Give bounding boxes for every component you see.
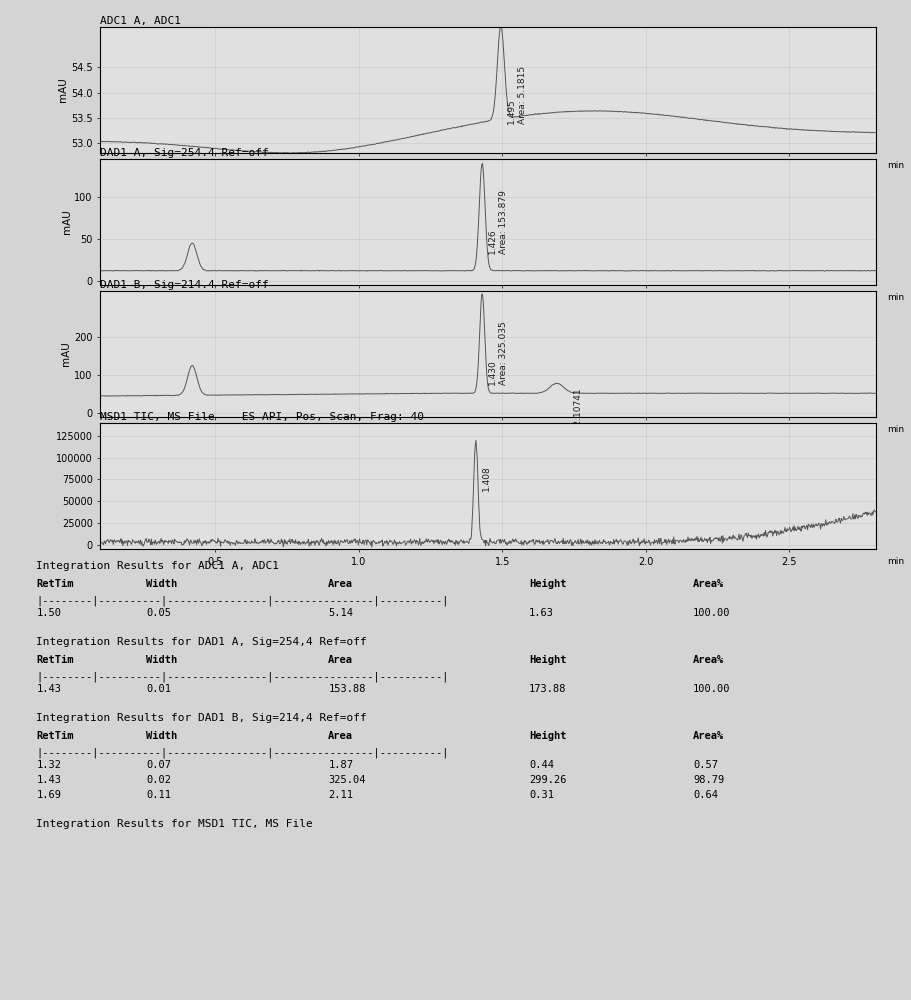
Text: Width: Width	[146, 655, 177, 665]
Text: Height: Height	[528, 731, 566, 741]
Text: Width: Width	[146, 731, 177, 741]
Text: Integration Results for DAD1 A, Sig=254,4 Ref=off: Integration Results for DAD1 A, Sig=254,…	[36, 637, 367, 647]
Text: 98.79: 98.79	[692, 775, 723, 785]
Text: 0.31: 0.31	[528, 790, 553, 800]
Text: Area%: Area%	[692, 731, 723, 741]
Y-axis label: mAU: mAU	[61, 342, 71, 366]
Text: Area: Area	[328, 731, 353, 741]
Text: |--------|----------|----------------|----------------|----------|: |--------|----------|----------------|--…	[36, 671, 448, 682]
Text: DAD1 B, Sig=214.4 Ref=off: DAD1 B, Sig=214.4 Ref=off	[100, 280, 269, 290]
Text: 173.88: 173.88	[528, 684, 566, 694]
Text: |--------|----------|----------------|----------------|----------|: |--------|----------|----------------|--…	[36, 595, 448, 606]
Text: 0.07: 0.07	[146, 760, 170, 770]
Text: Area%: Area%	[692, 579, 723, 589]
Text: min: min	[886, 161, 903, 170]
Text: 1.408: 1.408	[481, 465, 490, 491]
Text: Area%: Area%	[692, 655, 723, 665]
Text: 299.26: 299.26	[528, 775, 566, 785]
Text: Height: Height	[528, 655, 566, 665]
Text: Integration Results for MSD1 TIC, MS File: Integration Results for MSD1 TIC, MS Fil…	[36, 819, 312, 829]
Text: 1.694
Area: 2.10741: 1.694 Area: 2.10741	[562, 389, 582, 452]
Text: 0.57: 0.57	[692, 760, 717, 770]
Text: ADC1 A, ADC1: ADC1 A, ADC1	[100, 16, 181, 26]
Text: 1.32: 1.32	[36, 760, 61, 770]
Text: 0.11: 0.11	[146, 790, 170, 800]
Text: Integration Results for ADC1 A, ADC1: Integration Results for ADC1 A, ADC1	[36, 561, 279, 571]
Text: 1.495
Area: 5.1815: 1.495 Area: 5.1815	[506, 65, 527, 124]
Text: 1.69: 1.69	[36, 790, 61, 800]
Y-axis label: mAU: mAU	[61, 210, 71, 234]
Text: DAD1 A, Sig=254.4 Ref=off: DAD1 A, Sig=254.4 Ref=off	[100, 148, 269, 158]
Text: 1.426
Area: 153.879: 1.426 Area: 153.879	[487, 190, 507, 254]
Text: 1.87: 1.87	[328, 760, 353, 770]
Text: 153.88: 153.88	[328, 684, 365, 694]
Text: Area: Area	[328, 655, 353, 665]
Text: 0.02: 0.02	[146, 775, 170, 785]
Text: 0.01: 0.01	[146, 684, 170, 694]
Text: Height: Height	[528, 579, 566, 589]
Text: 0.64: 0.64	[692, 790, 717, 800]
Text: 1.50: 1.50	[36, 608, 61, 618]
Text: 0.44: 0.44	[528, 760, 553, 770]
Text: 100.00: 100.00	[692, 608, 730, 618]
Text: 325.04: 325.04	[328, 775, 365, 785]
Text: 1.43: 1.43	[36, 775, 61, 785]
Text: min: min	[886, 425, 903, 434]
Text: RetTim: RetTim	[36, 655, 74, 665]
Text: RetTim: RetTim	[36, 579, 74, 589]
Text: 1.430
Area: 325.035: 1.430 Area: 325.035	[487, 321, 507, 385]
Text: |--------|----------|----------------|----------------|----------|: |--------|----------|----------------|--…	[36, 747, 448, 758]
Text: min: min	[886, 293, 903, 302]
Text: Area: Area	[328, 579, 353, 589]
Text: 100.00: 100.00	[692, 684, 730, 694]
Text: 1.63: 1.63	[528, 608, 553, 618]
Text: Integration Results for DAD1 B, Sig=214,4 Ref=off: Integration Results for DAD1 B, Sig=214,…	[36, 713, 367, 723]
Text: RetTim: RetTim	[36, 731, 74, 741]
Text: 1.43: 1.43	[36, 684, 61, 694]
Text: 0.05: 0.05	[146, 608, 170, 618]
Text: 5.14: 5.14	[328, 608, 353, 618]
Text: MSD1 TIC, MS File    ES-API, Pos, Scan, Frag: 40: MSD1 TIC, MS File ES-API, Pos, Scan, Fra…	[100, 412, 424, 422]
Y-axis label: mAU: mAU	[58, 78, 68, 102]
Text: Width: Width	[146, 579, 177, 589]
Text: min: min	[886, 557, 903, 566]
Text: 2.11: 2.11	[328, 790, 353, 800]
